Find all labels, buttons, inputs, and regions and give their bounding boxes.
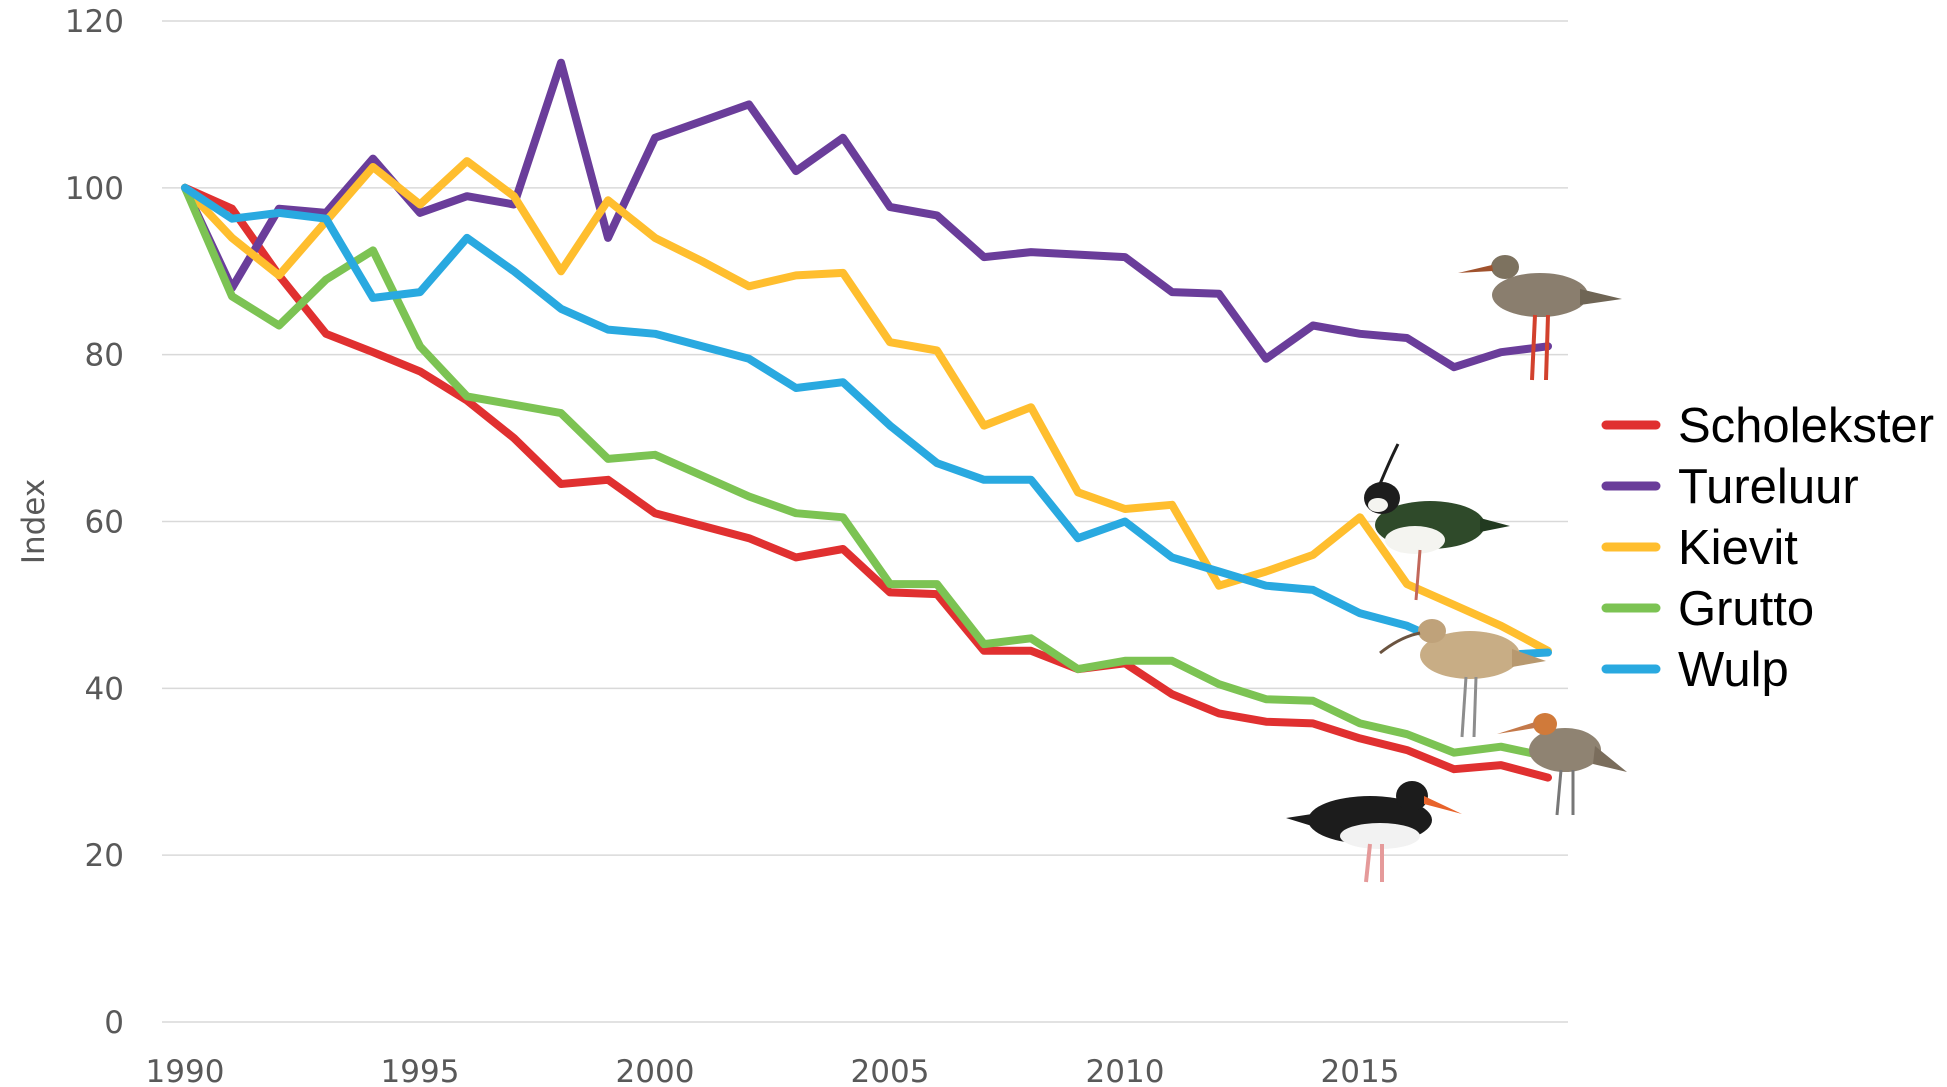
y-tick-label: 20 [85,838,124,874]
y-tick-label: 80 [85,338,124,374]
y-axis-ticks: 0 20 40 60 80 100 120 [65,4,124,1041]
y-tick-label: 0 [104,1005,124,1041]
legend-label: Kievit [1678,521,1798,575]
y-tick-label: 40 [85,671,124,707]
series-line-tureluur [181,58,1552,372]
series-line-grutto [181,183,1552,761]
godwit-icon [1497,713,1627,816]
legend-label: Scholekster [1678,399,1934,453]
redshank-icon [1458,255,1622,381]
y-tick-label: 60 [85,505,124,541]
lapwing-icon [1364,443,1510,601]
series-line-wulp [181,183,1552,659]
legend-label: Tureluur [1678,460,1859,514]
oystercatcher-icon [1286,781,1462,883]
series-lines [181,58,1552,782]
x-axis-ticks: 1990 1995 2000 2005 2010 2015 [146,1054,1400,1087]
series-line-scholekster [181,183,1552,782]
y-tick-label: 100 [65,171,124,207]
x-tick-label: 2015 [1321,1054,1400,1087]
y-axis-label: Index [16,479,52,564]
x-tick-label: 2000 [616,1054,695,1087]
x-tick-label: 1990 [146,1054,225,1087]
y-tick-label: 120 [65,4,124,40]
series-line-kievit [181,157,1552,655]
x-tick-label: 2005 [851,1054,930,1087]
curlew-icon [1379,619,1546,738]
legend: Scholekster Tureluur Kievit Grutto Wulp [1601,399,1934,697]
x-tick-label: 1995 [381,1054,460,1087]
x-tick-label: 2010 [1086,1054,1165,1087]
legend-label: Grutto [1678,582,1814,636]
legend-label: Wulp [1678,643,1789,697]
